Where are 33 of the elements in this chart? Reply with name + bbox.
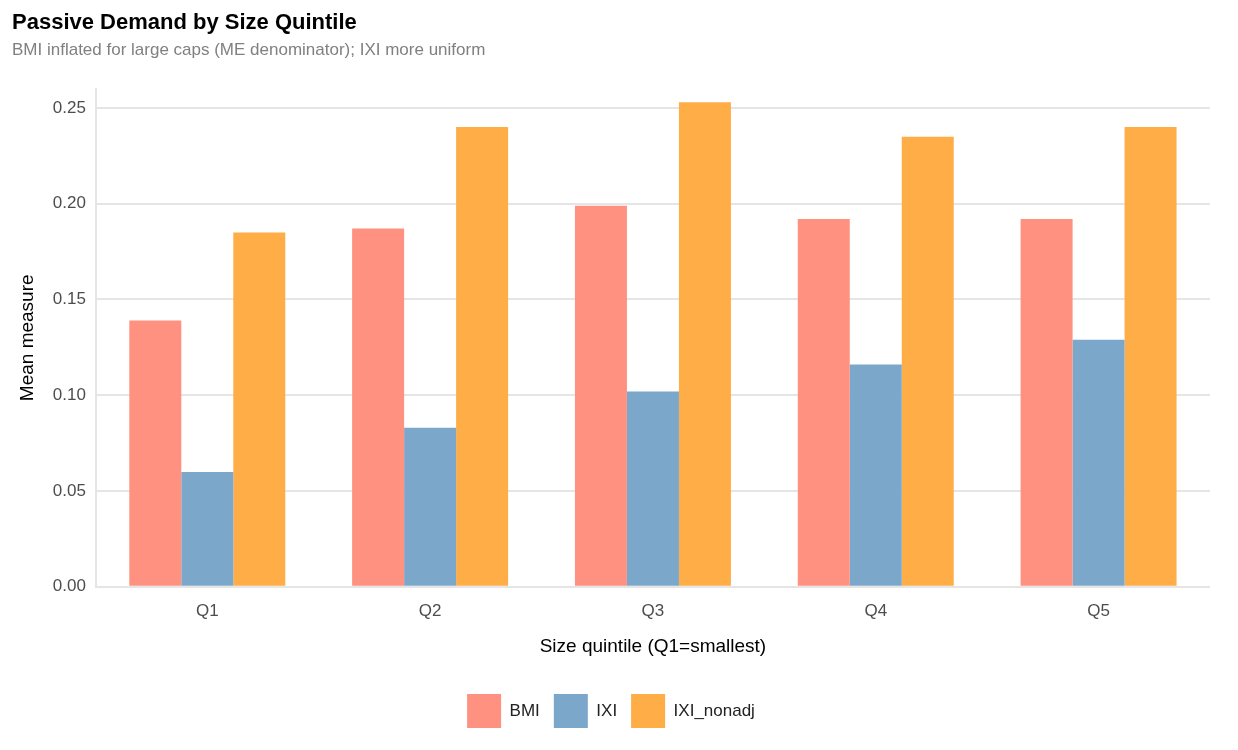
- bar: [352, 228, 405, 586]
- bar: [901, 136, 954, 586]
- x-tick-label: Q5: [1087, 600, 1110, 620]
- y-tick-label: 0.15: [52, 289, 86, 309]
- legend-label: IXI_nonadj: [673, 700, 755, 720]
- bar: [181, 471, 234, 586]
- chart-subtitle: BMI inflated for large caps (ME denominator); IXI more uniform: [12, 40, 486, 60]
- bar: [797, 219, 850, 586]
- bar: [129, 320, 182, 586]
- y-tick-label: 0.00: [52, 576, 86, 596]
- y-tick-label: 0.10: [52, 384, 86, 404]
- bar: [678, 102, 731, 586]
- x-tick-label: Q4: [864, 600, 888, 620]
- bar: [1124, 127, 1177, 586]
- x-tick-label: Q2: [418, 600, 442, 620]
- bar: [404, 427, 457, 586]
- y-tick-label: 0.20: [52, 193, 86, 213]
- x-tick-label: Q3: [641, 600, 665, 620]
- legend-label: IXI: [596, 700, 618, 720]
- bar: [1020, 219, 1073, 586]
- y-tick-label: 0.25: [52, 97, 86, 117]
- bar: [626, 391, 679, 586]
- x-tick-label: Q1: [195, 600, 219, 620]
- legend-label: BMI: [509, 700, 540, 720]
- bar: [233, 232, 286, 586]
- chart-title: Passive Demand by Size Quintile: [12, 9, 357, 35]
- bar: [574, 205, 627, 586]
- bar: [849, 364, 902, 586]
- x-axis-title: Size quintile (Q1=smallest): [539, 634, 767, 656]
- y-axis-title: Mean measure: [15, 274, 37, 402]
- y-tick-label: 0.05: [52, 480, 86, 500]
- bar: [1072, 339, 1125, 586]
- bar: [456, 127, 509, 586]
